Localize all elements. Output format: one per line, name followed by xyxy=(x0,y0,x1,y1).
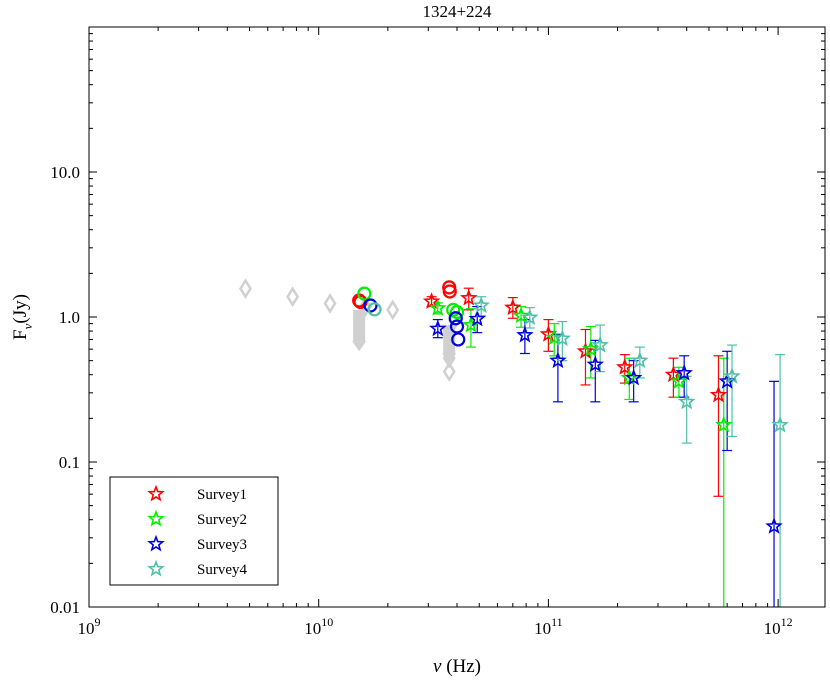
star-marker xyxy=(620,368,639,386)
star-marker xyxy=(576,342,595,359)
upper-limit-arrow xyxy=(352,341,367,352)
legend: Survey1 Survey2 Survey3 Survey4 xyxy=(109,476,279,586)
archival-diamond xyxy=(239,278,252,299)
circle-marker xyxy=(449,305,465,320)
star-marker xyxy=(631,351,649,369)
x-tick-label: 1011 xyxy=(534,615,563,638)
data-markers xyxy=(352,280,789,534)
star-marker xyxy=(771,415,789,433)
star-marker xyxy=(723,367,741,384)
y-tick-label: 10.0 xyxy=(50,163,80,182)
star-marker xyxy=(709,385,728,403)
star-marker xyxy=(512,306,530,324)
x-axis-label-unit: (Hz) xyxy=(446,656,481,677)
star-marker xyxy=(765,517,783,534)
plot-frame xyxy=(88,26,826,608)
star-marker xyxy=(429,319,447,337)
upper-limit-bar xyxy=(443,325,456,354)
star-marker xyxy=(468,309,487,327)
x-axis-label-symbol: ν xyxy=(433,656,442,677)
star-marker xyxy=(615,358,634,375)
legend-marker xyxy=(147,559,165,577)
upper-limit-bar xyxy=(353,309,366,342)
y-tick-label: 1.0 xyxy=(59,308,80,327)
star-marker xyxy=(429,298,447,316)
star-marker xyxy=(422,292,441,309)
circle-marker xyxy=(448,311,463,326)
star-marker xyxy=(472,296,491,313)
star-marker xyxy=(553,329,572,347)
x-tick-label: 109 xyxy=(78,615,101,638)
star-marker xyxy=(675,363,693,381)
archival-diamond xyxy=(359,296,373,317)
y-tick-labels: 0.01 0.1 1.0 10.0 xyxy=(50,163,80,617)
x-axis-label: ν (Hz) xyxy=(433,656,481,677)
legend-box xyxy=(109,476,279,586)
star-marker xyxy=(591,335,609,353)
legend-marker xyxy=(147,509,165,527)
circle-marker xyxy=(363,298,378,313)
y-axis-label-subscript: ν xyxy=(20,323,35,329)
archival-diamond xyxy=(286,286,300,308)
y-tick-label: 0.1 xyxy=(59,453,80,472)
y-axis-label: Fν(Jy) xyxy=(10,294,35,340)
circle-marker xyxy=(442,284,457,299)
x-tick-label: 1010 xyxy=(304,615,333,638)
legend-label: Survey1 xyxy=(197,487,247,503)
archival-diamond xyxy=(442,347,456,369)
circle-marker xyxy=(451,332,466,347)
archival-diamond xyxy=(386,299,400,321)
star-marker xyxy=(459,288,478,306)
legend-label: Survey3 xyxy=(197,537,247,553)
star-marker xyxy=(582,339,600,357)
circle-marker xyxy=(357,286,372,301)
star-marker xyxy=(586,355,605,373)
star-marker xyxy=(670,372,688,389)
star-marker xyxy=(504,298,522,316)
y-axis-label-symbol: F xyxy=(10,329,31,340)
y-axis-label-unit: (Jy) xyxy=(10,294,31,324)
chart-title: 1324+224 xyxy=(422,2,492,21)
star-marker xyxy=(549,351,567,369)
legend-label: Survey2 xyxy=(197,512,247,528)
legend-marker xyxy=(147,534,165,552)
star-marker xyxy=(714,415,733,433)
star-marker xyxy=(624,368,643,386)
archival-diamond xyxy=(323,293,337,314)
archival-diamond xyxy=(442,361,456,382)
x-tick-label: 1012 xyxy=(764,615,793,638)
star-marker xyxy=(516,325,534,343)
circle-marker xyxy=(367,302,382,317)
legend-label: Survey4 xyxy=(197,562,247,578)
x-tick-labels: 109 1010 1011 1012 xyxy=(78,615,793,638)
star-marker xyxy=(521,308,539,326)
legend-marker xyxy=(147,484,165,502)
star-marker xyxy=(677,392,696,410)
y-tick-label: 0.01 xyxy=(50,598,80,617)
